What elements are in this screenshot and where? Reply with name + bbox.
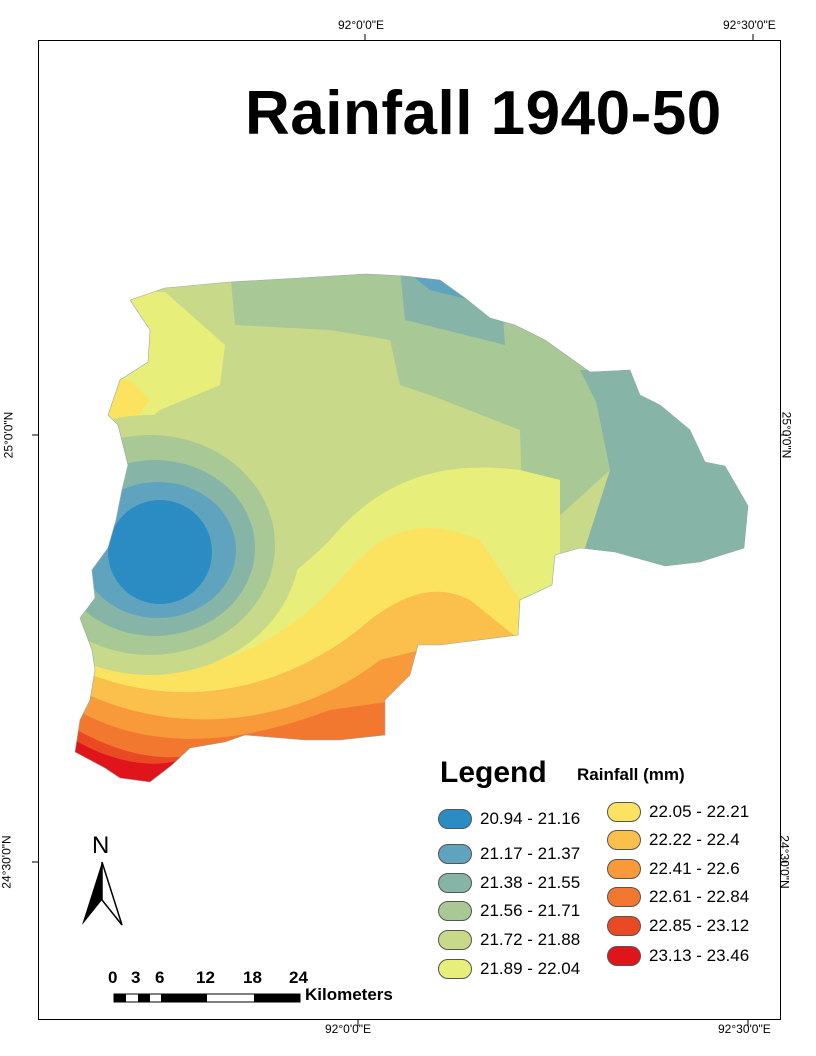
- legend-swatch: [438, 809, 472, 829]
- rainfall-zones: [75, 274, 748, 782]
- legend-swatch: [607, 802, 641, 822]
- legend-label: 22.22 - 22.4: [649, 830, 740, 849]
- map-title: Rainfall 1940-50: [245, 79, 722, 148]
- legend-item: 21.89 - 22.04: [438, 958, 580, 980]
- legend-swatch: [607, 859, 641, 879]
- legend-label: 22.85 - 23.12: [649, 916, 750, 935]
- legend-swatch: [607, 916, 641, 936]
- top-lon-label-1: 92°0'0"E: [338, 18, 385, 32]
- legend-swatch: [438, 930, 472, 950]
- legend-label: 22.05 - 22.21: [649, 802, 750, 821]
- legend-label: 21.56 - 21.71: [480, 901, 581, 920]
- map-frame: [38, 40, 781, 1020]
- north-arrow-icon: [82, 861, 123, 926]
- legend-label: 23.13 - 23.46: [649, 946, 750, 965]
- bottom-lon-label-1: 92°0'0"E: [325, 1022, 372, 1036]
- legend-item: 21.72 - 21.88: [438, 929, 580, 951]
- legend-title: Legend: [440, 756, 547, 789]
- legend-label: 20.94 - 21.16: [480, 809, 581, 828]
- legend-item: 22.41 - 22.6: [607, 858, 740, 880]
- legend-label: 21.17 - 21.37: [480, 844, 581, 863]
- scale-tick-12: 12: [196, 968, 215, 987]
- legend-label: 21.72 - 21.88: [480, 930, 581, 949]
- scale-tick-3: 3: [131, 968, 141, 987]
- legend-swatch: [438, 901, 472, 921]
- scale-tick-0: 0: [108, 968, 118, 987]
- legend-item: 22.22 - 22.4: [607, 829, 740, 851]
- legend-swatch: [438, 873, 472, 893]
- legend-label: 21.38 - 21.55: [480, 873, 581, 892]
- legend-subtitle: Rainfall (mm): [577, 765, 685, 784]
- legend-swatch: [607, 830, 641, 850]
- legend-item: 21.56 - 21.71: [438, 900, 580, 922]
- top-lon-label-2: 92°30'0"E: [723, 18, 776, 32]
- region-outline: [74, 273, 749, 783]
- legend-item: 22.61 - 22.84: [607, 886, 749, 908]
- legend-item: 20.94 - 21.16: [438, 808, 580, 830]
- scale-tick-24: 24: [289, 968, 308, 987]
- legend-label: 21.89 - 22.04: [480, 959, 581, 978]
- scale-tick-18: 18: [243, 968, 262, 987]
- scale-unit: Kilometers: [305, 985, 393, 1004]
- legend-swatch: [607, 887, 641, 907]
- legend-swatch: [607, 946, 641, 966]
- legend-item: 23.13 - 23.46: [607, 945, 749, 967]
- scale-tick-6: 6: [155, 968, 165, 987]
- legend-swatch: [438, 844, 472, 864]
- legend-label: 22.41 - 22.6: [649, 859, 740, 878]
- legend-label: 22.61 - 22.84: [649, 887, 750, 906]
- bottom-lon-label-2: 92°30'0"E: [718, 1022, 771, 1036]
- legend-item: 22.85 - 23.12: [607, 915, 749, 937]
- legend-item: 22.05 - 22.21: [607, 801, 749, 823]
- legend-item: 21.17 - 21.37: [438, 843, 580, 865]
- legend-item: 21.38 - 21.55: [438, 872, 580, 894]
- legend-swatch: [438, 959, 472, 979]
- scale-bar: [113, 993, 301, 1003]
- north-label: N: [92, 832, 110, 859]
